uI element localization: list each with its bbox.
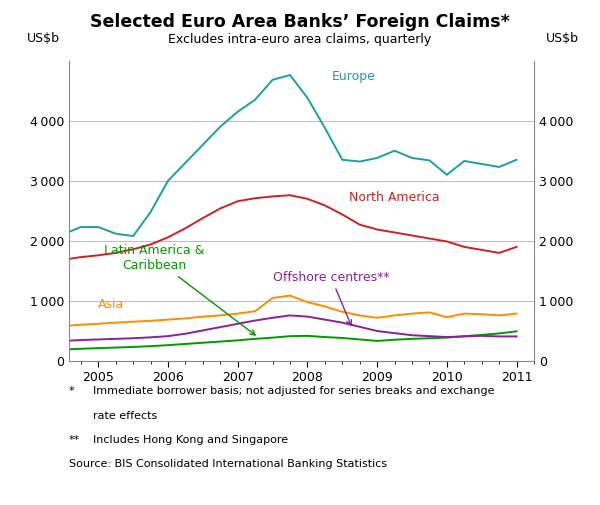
Text: Source: BIS Consolidated International Banking Statistics: Source: BIS Consolidated International B… bbox=[69, 459, 387, 469]
Text: Offshore centres**: Offshore centres** bbox=[272, 271, 389, 325]
Text: North America: North America bbox=[349, 190, 440, 204]
Text: Europe: Europe bbox=[332, 70, 376, 83]
Text: US$b: US$b bbox=[546, 32, 579, 45]
Text: **: ** bbox=[69, 435, 80, 445]
Text: Latin America &
Caribbean: Latin America & Caribbean bbox=[104, 244, 255, 335]
Text: Excludes intra-euro area claims, quarterly: Excludes intra-euro area claims, quarter… bbox=[169, 33, 431, 46]
Text: Selected Euro Area Banks’ Foreign Claims*: Selected Euro Area Banks’ Foreign Claims… bbox=[90, 13, 510, 31]
Text: rate effects: rate effects bbox=[93, 411, 157, 421]
Text: Includes Hong Kong and Singapore: Includes Hong Kong and Singapore bbox=[93, 435, 288, 445]
Text: Immediate borrower basis; not adjusted for series breaks and exchange: Immediate borrower basis; not adjusted f… bbox=[93, 386, 494, 396]
Text: US$b: US$b bbox=[27, 32, 60, 45]
Text: *: * bbox=[69, 386, 74, 396]
Text: Asia: Asia bbox=[98, 298, 125, 311]
